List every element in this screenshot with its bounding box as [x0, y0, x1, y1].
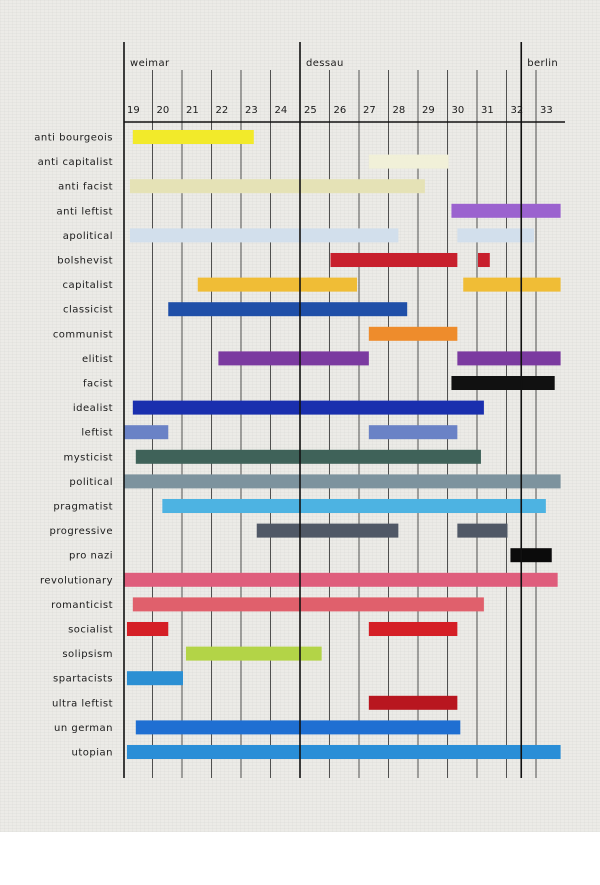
bar-segment	[368, 154, 449, 169]
year-tick-label: 28	[393, 105, 406, 116]
year-tick-label: 31	[481, 105, 494, 116]
bar-segment	[197, 277, 325, 292]
year-tick-label: 23	[245, 105, 258, 116]
row-label: bolshevist	[57, 256, 113, 267]
row-label: pragmatist	[53, 502, 113, 513]
bar-segment	[126, 622, 169, 636]
row-label: communist	[53, 329, 113, 340]
bar-segment	[126, 671, 183, 686]
row-label: un german	[54, 723, 113, 734]
bar-segment	[124, 572, 558, 587]
row-label: progressive	[49, 526, 113, 537]
bar-segment	[457, 523, 508, 538]
bar-segment	[185, 646, 322, 661]
bar-segment	[368, 695, 458, 710]
bar-segment	[168, 302, 408, 317]
row-label: socialist	[68, 625, 113, 636]
year-tick-label: 19	[127, 105, 140, 116]
row-label: elitist	[82, 354, 113, 365]
year-tick-label: 30	[452, 105, 465, 116]
bar-segment	[368, 622, 458, 636]
bar-segment	[330, 253, 458, 267]
row-label: romanticist	[51, 600, 113, 611]
year-tick-label: 20	[157, 105, 170, 116]
row-label: anti facist	[58, 182, 113, 193]
bar-segment	[368, 425, 458, 440]
row-label: capitalist	[63, 280, 114, 291]
row-label: anti leftist	[57, 206, 113, 217]
year-tick-label: 26	[334, 105, 347, 116]
bar-segment	[463, 277, 561, 292]
bar-segment	[135, 449, 481, 464]
row-label: solipsism	[62, 649, 113, 660]
row-label: pro nazi	[69, 551, 113, 562]
year-tick-label: 22	[216, 105, 229, 116]
bar-segment	[126, 745, 561, 759]
year-tick-label: 33	[540, 105, 553, 116]
row-label: anti capitalist	[38, 157, 113, 168]
bar-segment	[132, 597, 484, 612]
year-tick-label: 29	[422, 105, 435, 116]
row-label: apolitical	[63, 231, 113, 242]
year-tick-label: 25	[304, 105, 317, 116]
period-label: weimar	[130, 58, 170, 69]
row-label: utopian	[72, 748, 113, 759]
bar-segment	[124, 425, 169, 440]
row-label: political	[69, 477, 113, 488]
row-label: revolutionary	[40, 575, 113, 586]
row-label: mysticist	[64, 452, 113, 463]
period-label: dessau	[306, 58, 344, 69]
row-label: idealist	[73, 403, 113, 414]
period-label: berlin	[527, 58, 558, 69]
year-tick-label: 21	[186, 105, 199, 116]
row-label: anti bourgeois	[34, 133, 113, 144]
row-label: leftist	[81, 428, 113, 439]
row-label: facist	[83, 379, 113, 390]
bar-segment	[129, 179, 425, 194]
bar-segment	[129, 228, 399, 243]
bar-segment	[457, 228, 535, 243]
bar-segment	[162, 499, 546, 513]
bar-segment	[132, 130, 254, 144]
row-label: ultra leftist	[52, 698, 113, 709]
bar-segment	[510, 548, 552, 563]
bar-segment	[218, 351, 369, 366]
bar-segment	[478, 253, 490, 267]
bar-segment	[451, 376, 555, 390]
bar-segment	[135, 720, 461, 735]
bar-segment	[256, 523, 399, 538]
bar-segment	[124, 474, 561, 489]
bar-segment	[306, 277, 358, 292]
year-tick-label: 32	[511, 105, 524, 116]
row-label: spartacists	[53, 674, 113, 685]
bar-segment	[132, 400, 484, 415]
row-label: classicist	[63, 305, 113, 316]
year-tick-label: 27	[363, 105, 376, 116]
year-tick-label: 24	[275, 105, 288, 116]
bar-segment	[451, 203, 561, 218]
bar-segment	[457, 351, 561, 366]
bar-segment	[368, 326, 458, 341]
